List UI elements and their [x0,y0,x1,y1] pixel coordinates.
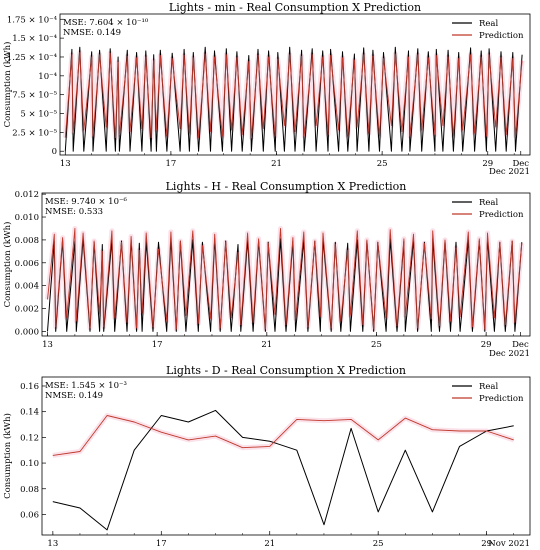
mse-label: MSE: 1.545 × 10⁻³ [45,381,127,391]
y-tick-label: 10⁻⁴ [38,72,57,82]
x-tick-label: 21 [264,539,275,549]
y-tick-label: 0.10 [20,459,39,469]
y-axis-label: Consumption (kWh) [2,413,13,499]
x-tick-label: 17 [156,539,167,549]
y-tick-label: 0.010 [15,213,39,223]
x-tick-label: 21 [271,159,282,169]
legend-label: Prediction [479,394,524,404]
y-tick-label: 1.25 × 10⁻⁴ [7,53,58,63]
legend-label: Real [479,198,498,208]
y-tick-label: 0.06 [20,510,39,520]
x-sublabel: Dec 2021 [489,349,530,359]
y-tick-label: 0 [52,147,57,157]
y-tick-label: 1.5 × 10⁻⁴ [12,34,57,44]
chart-title: Lights - H - Real Consumption X Predicti… [166,180,407,193]
x-tick-label: 25 [371,340,382,350]
y-tick-label: 0.000 [15,327,39,337]
plot-frame [59,13,531,156]
legend-label: Prediction [479,31,524,41]
mse-label: MSE: 7.604 × 10⁻¹⁰ [63,18,149,28]
prediction-halo [52,413,515,458]
y-tick-label: 0.12 [20,433,39,443]
nmse-label: NMSE: 0.149 [63,28,121,38]
x-tick-label: Dec [512,159,529,169]
nmse-label: NMSE: 0.149 [45,391,103,401]
x-sublabel: Nov 2021 [488,539,530,549]
series-line-real [52,409,514,531]
legend-label: Real [479,19,498,29]
x-tick-label: 13 [60,159,71,169]
y-axis-label: Consumption (kWh) [2,222,13,308]
y-tick-label: 0.006 [15,259,39,269]
x-tick-label: 17 [165,159,176,169]
plot-frame [41,376,531,536]
chart-title: Lights - min - Real Consumption X Predic… [169,1,421,14]
x-tick-label: 25 [377,159,388,169]
x-tick-label: 29 [481,340,492,350]
chart-title: Lights - D - Real Consumption X Predicti… [166,364,406,377]
series-line-prediction [47,228,523,330]
y-tick-label: 0.16 [20,382,39,392]
x-tick-label: 25 [373,539,384,549]
x-tick-label: 29 [481,539,492,549]
legend-label: Prediction [479,210,524,220]
series-line-prediction [52,415,514,456]
x-sublabel: Dec 2021 [489,167,530,177]
y-axis-label: Consumption (kWh) [2,42,13,128]
y-tick-label: 0.002 [15,305,39,315]
x-tick-label: 13 [47,539,58,549]
plot-frame [41,192,531,337]
y-tick-label: 0.012 [15,190,39,200]
y-tick-label: 0.008 [15,236,39,246]
mse-label: MSE: 9.740 × 10⁻⁶ [45,197,127,207]
x-tick-label: Dec [512,340,529,350]
y-tick-label: 7.5 × 10⁻⁵ [12,91,57,101]
series-line-prediction [64,52,523,139]
nmse-label: NMSE: 0.533 [45,207,103,217]
chart-panel-hourly: Lights - H - Real Consumption X Predicti… [2,180,531,359]
x-tick-label: 17 [152,340,163,350]
y-tick-label: 2.5 × 10⁻⁵ [12,128,57,138]
y-tick-label: 0.14 [20,408,39,418]
x-tick-label: 13 [42,340,53,350]
y-tick-label: 0.08 [20,485,39,495]
x-tick-label: 29 [482,159,493,169]
x-tick-label: 21 [261,340,272,350]
y-tick-label: 0.004 [15,282,39,292]
chart-panel-daily: Lights - D - Real Consumption X Predicti… [2,364,531,549]
y-tick-label: 5 × 10⁻⁵ [20,110,57,120]
legend-label: Real [479,382,498,392]
y-tick-label: 1.75 × 10⁻⁴ [7,15,58,25]
chart-panel-min: Lights - min - Real Consumption X Predic… [2,1,531,177]
